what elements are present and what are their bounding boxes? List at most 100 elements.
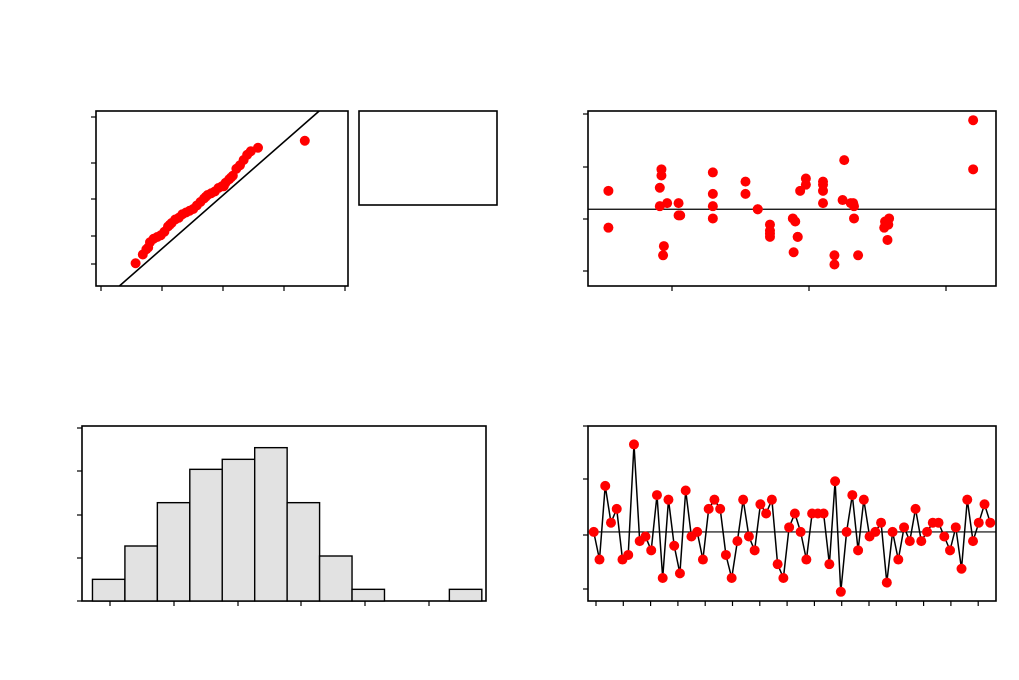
fitted-point-49 <box>883 219 894 230</box>
order-point-27 <box>743 531 754 542</box>
residuals-vs-order-plot <box>583 425 997 606</box>
histogram-bar-5 <box>253 446 288 602</box>
fitted-point-3 <box>656 170 667 181</box>
order-point-32 <box>772 559 783 570</box>
order-point-15 <box>674 568 685 579</box>
order-point-40 <box>818 508 829 519</box>
fitted-point-35 <box>818 198 829 209</box>
order-point-28 <box>749 545 760 556</box>
order-point-29 <box>755 499 766 510</box>
histogram-bar-0 <box>91 578 126 602</box>
order-point-55 <box>904 536 915 547</box>
order-point-58 <box>922 526 933 537</box>
order-point-30 <box>761 508 772 519</box>
order-point-62 <box>945 545 956 556</box>
fitted-point-39 <box>837 195 848 206</box>
order-point-42 <box>830 476 841 487</box>
fitted-point-0 <box>603 185 614 196</box>
fitted-point-41 <box>849 213 860 224</box>
fitted-point-14 <box>707 201 718 212</box>
histogram-bar-7 <box>318 555 353 602</box>
order-point-36 <box>795 526 806 537</box>
order-point-51 <box>881 577 892 588</box>
order-point-25 <box>732 536 743 547</box>
order-point-49 <box>870 526 881 537</box>
fitted-point-6 <box>658 241 669 252</box>
fitted-point-51 <box>968 164 979 175</box>
order-point-53 <box>893 554 904 565</box>
fitted-point-11 <box>675 210 686 221</box>
fitted-point-45 <box>882 234 893 245</box>
qq-point-37 <box>253 142 263 153</box>
order-point-34 <box>784 522 795 533</box>
fitted-point-13 <box>707 188 718 199</box>
order-point-7 <box>628 439 639 450</box>
order-point-67 <box>973 517 984 528</box>
order-point-21 <box>709 494 720 505</box>
fitted-point-12 <box>707 167 718 178</box>
fitted-point-27 <box>788 247 799 258</box>
order-point-0 <box>588 526 599 537</box>
order-point-47 <box>858 494 869 505</box>
fitted-point-43 <box>853 250 864 261</box>
order-point-1 <box>594 554 605 565</box>
fitted-point-31 <box>795 185 806 196</box>
order-point-14 <box>669 540 680 551</box>
fitted-point-15 <box>707 213 718 224</box>
histogram-bar-11 <box>448 588 483 602</box>
order-point-43 <box>835 586 846 597</box>
order-point-3 <box>605 517 616 528</box>
order-point-16 <box>680 485 691 496</box>
order-point-61 <box>939 531 950 542</box>
order-point-46 <box>853 545 864 556</box>
order-point-69 <box>985 517 996 528</box>
order-point-2 <box>600 480 611 491</box>
fitted-point-10 <box>662 198 673 209</box>
order-point-45 <box>847 490 858 501</box>
order-point-41 <box>824 559 835 570</box>
fitted-point-36 <box>829 259 840 270</box>
fitted-point-34 <box>818 179 829 190</box>
order-point-19 <box>697 554 708 565</box>
order-series-line <box>592 444 992 592</box>
order-point-33 <box>778 572 789 583</box>
histogram-bar-4 <box>221 458 256 602</box>
qq-fit-line <box>118 110 320 287</box>
order-point-65 <box>962 494 973 505</box>
fitted-point-50 <box>968 115 979 126</box>
order-point-57 <box>916 536 927 547</box>
fitted-plot-frame <box>587 110 997 287</box>
order-point-52 <box>887 526 898 537</box>
fitted-point-7 <box>658 250 669 261</box>
order-point-22 <box>715 503 726 514</box>
order-point-10 <box>646 545 657 556</box>
fitted-point-16 <box>740 176 751 187</box>
fitted-point-4 <box>654 182 665 193</box>
order-point-23 <box>720 549 731 560</box>
order-point-12 <box>657 572 668 583</box>
order-point-20 <box>703 503 714 514</box>
histogram-bar-3 <box>189 468 223 602</box>
fitted-point-26 <box>792 231 803 242</box>
order-point-64 <box>956 563 967 574</box>
order-point-6 <box>623 549 634 560</box>
fitted-point-28 <box>787 213 798 224</box>
order-point-63 <box>950 522 961 533</box>
histogram-bar-8 <box>351 588 386 602</box>
fitted-point-19 <box>752 204 763 215</box>
order-plot-frame <box>587 425 997 602</box>
order-point-68 <box>979 499 990 510</box>
normal-probability-plot <box>91 110 349 291</box>
qq-point-38 <box>299 135 310 146</box>
order-point-26 <box>738 494 749 505</box>
histogram-bar-2 <box>156 501 191 602</box>
fitted-point-8 <box>673 198 684 209</box>
fitted-point-17 <box>740 188 751 199</box>
order-point-18 <box>692 526 703 537</box>
qq-point-0 <box>130 258 141 269</box>
order-point-60 <box>933 517 944 528</box>
order-point-44 <box>841 526 852 537</box>
order-point-31 <box>766 494 777 505</box>
order-point-24 <box>726 572 737 583</box>
